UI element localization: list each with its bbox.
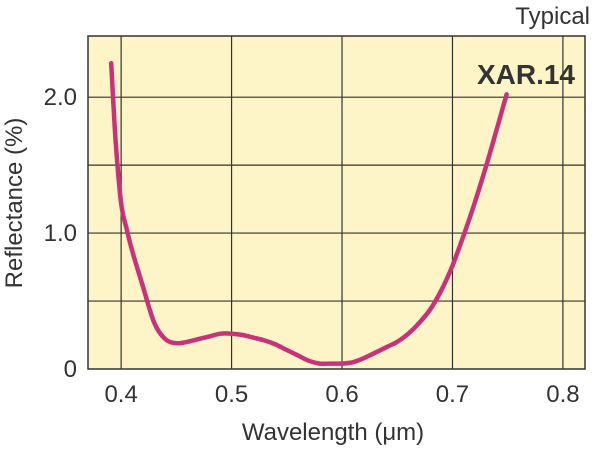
x-tick-label: 0.8 — [546, 381, 579, 408]
y-tick-label: 0 — [64, 356, 77, 383]
y-tick-label: 1.0 — [44, 220, 77, 247]
y-tick-label: 2.0 — [44, 84, 77, 111]
x-axis-title: Wavelength (μm) — [242, 419, 424, 446]
plot-area — [87, 35, 586, 370]
tick-labels: 0.4 0.5 0.6 0.7 0.8 0 1.0 2.0 — [44, 84, 580, 408]
x-tick-label: 0.6 — [325, 381, 358, 408]
y-axis-title: Reflectance (%) — [1, 118, 28, 289]
grid-lines — [88, 36, 585, 369]
x-tick-label: 0.7 — [436, 381, 469, 408]
series-line-xar14 — [108, 60, 509, 367]
x-tick-label: 0.5 — [215, 381, 248, 408]
x-tick-label: 0.4 — [104, 381, 137, 408]
series-label-xar14: XAR.14 — [477, 59, 575, 90]
corner-note: Typical — [515, 3, 590, 30]
